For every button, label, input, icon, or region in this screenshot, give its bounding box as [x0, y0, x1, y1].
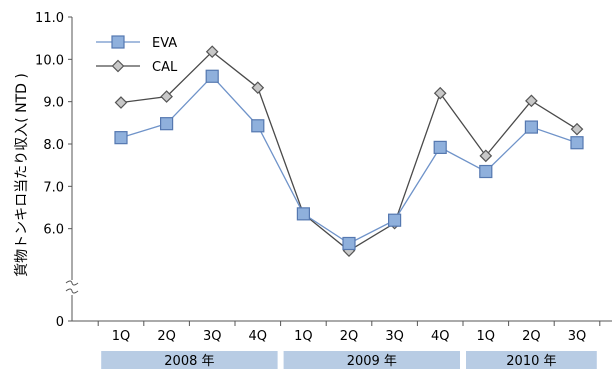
x-tick-label: 4Q: [431, 329, 450, 344]
data-point: [433, 140, 447, 154]
data-point: [205, 69, 219, 83]
y-tick-label: 0: [56, 315, 64, 330]
y-tick-label: 11.0: [35, 11, 64, 26]
year-label: 2009 年: [347, 354, 397, 369]
x-tick-label: 2Q: [157, 329, 176, 344]
data-point: [160, 90, 173, 103]
axes: [65, 16, 612, 326]
x-tick-label: 3Q: [385, 329, 404, 344]
legend: EVA CAL: [96, 35, 178, 75]
y-tick-label: 6.0: [43, 223, 64, 238]
x-tick-label: 1Q: [294, 329, 313, 344]
data-point: [524, 120, 539, 134]
x-tick-label: 1Q: [477, 329, 496, 344]
tick-labels: 11.0 10.0 9.0 8.0 7.0 6.0 0 1Q 2Q 3Q 4Q 1Q 2Q 3Q 4Q 1Q 2…: [35, 11, 586, 344]
year-band: [101, 351, 278, 369]
series-line: [120, 50, 578, 252]
x-tick-label: 4Q: [249, 329, 268, 344]
data-point: [251, 81, 265, 95]
x-tick-label: 3Q: [203, 329, 222, 344]
data-point: [114, 131, 128, 145]
axis-break-mark: [65, 280, 79, 294]
x-tick-label: 2Q: [522, 329, 541, 344]
y-tick-label: 7.0: [43, 180, 64, 195]
x-tick-label: 3Q: [568, 329, 587, 344]
x-tick-label: 1Q: [112, 329, 131, 344]
y-tick-label: 8.0: [43, 138, 64, 153]
data-point: [570, 122, 584, 136]
data-point: [114, 96, 128, 109]
data-point: [433, 86, 447, 100]
data-point: [570, 136, 584, 150]
series: [114, 45, 584, 258]
data-point: [479, 164, 493, 179]
legend-marker: [111, 35, 125, 49]
series-eva: [114, 69, 584, 251]
data-point: [479, 149, 493, 163]
x-tick-label: 2Q: [340, 329, 359, 344]
year-bands: 2008 年 2009 年 2010 年: [101, 351, 597, 369]
data-point: [388, 213, 402, 227]
series-cal: [114, 45, 584, 258]
y-tick-label: 10.0: [35, 53, 64, 68]
data-point: [160, 117, 174, 131]
y-tick-label: 9.0: [43, 96, 64, 111]
year-band: [466, 351, 597, 369]
data-point: [296, 207, 310, 221]
year-band: [283, 351, 460, 369]
year-label: 2010 年: [506, 354, 556, 369]
year-label: 2008 年: [164, 354, 214, 369]
data-point: [251, 119, 265, 133]
legend-marker: [111, 59, 125, 73]
legend-label: EVA: [152, 36, 177, 51]
data-point: [205, 45, 219, 59]
series-line: [120, 75, 578, 245]
y-axis-label: 貨物トンキロ当たり収入( NTD ): [13, 73, 30, 277]
data-point: [525, 94, 538, 108]
data-point: [342, 236, 356, 251]
legend-label: CAL: [152, 60, 178, 75]
